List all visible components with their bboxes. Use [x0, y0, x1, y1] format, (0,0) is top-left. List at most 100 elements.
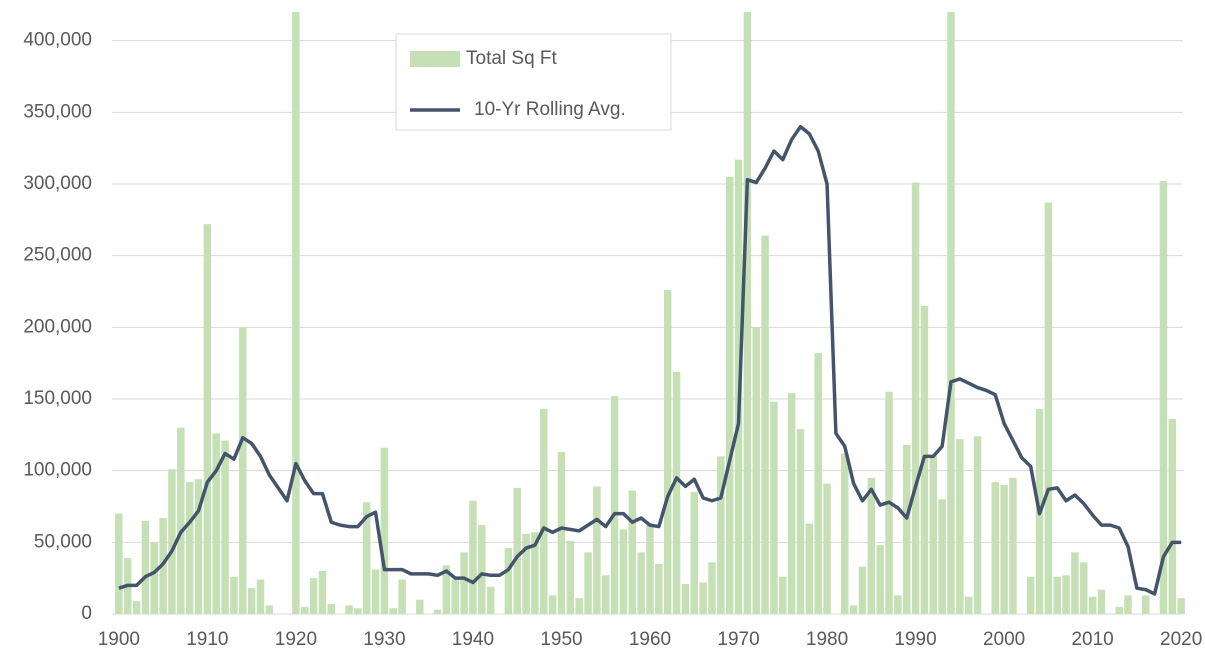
bar [371, 569, 380, 614]
bar [327, 603, 336, 614]
bar [584, 552, 592, 614]
bar [168, 469, 176, 614]
bar [637, 552, 645, 614]
x-tick-label: 1950 [540, 629, 582, 650]
bar [787, 393, 796, 614]
bar [1115, 606, 1123, 614]
bar [1000, 485, 1008, 614]
bar [221, 440, 229, 614]
bar [655, 563, 663, 614]
bar [858, 566, 867, 614]
bar [1088, 596, 1097, 614]
y-tick-label: 0 [81, 603, 92, 624]
bar [690, 492, 698, 614]
bar [513, 487, 521, 614]
bar [956, 439, 964, 614]
bar [345, 605, 353, 614]
bar [239, 327, 247, 614]
bar [1026, 576, 1035, 614]
bar [433, 609, 442, 614]
bar [486, 586, 495, 614]
bar [469, 500, 477, 614]
bar [398, 579, 406, 614]
bar [212, 433, 220, 614]
x-tick-label: 1910 [186, 629, 228, 650]
bar [150, 542, 158, 614]
bar [1142, 595, 1150, 614]
bar [1168, 419, 1177, 614]
bar [947, 12, 955, 614]
bar [540, 409, 548, 614]
bar [602, 575, 610, 614]
bar [672, 371, 681, 614]
bar [743, 12, 752, 614]
bar [354, 608, 362, 614]
bar [867, 477, 876, 614]
lines [118, 124, 1182, 596]
bar [681, 583, 690, 614]
bar [194, 479, 203, 614]
bar [593, 486, 601, 614]
bar [548, 595, 557, 614]
bar [115, 513, 123, 614]
x-tick-label: 2020 [1160, 629, 1202, 650]
bar [964, 596, 973, 614]
bar [779, 576, 787, 614]
bar [522, 533, 530, 614]
bar [699, 582, 707, 614]
x-tick-label: 1970 [717, 629, 759, 650]
y-tick-label: 150,000 [23, 388, 92, 409]
y-tick-label: 200,000 [23, 316, 92, 337]
bar [1062, 575, 1070, 614]
bar [663, 290, 672, 614]
bar [1177, 598, 1185, 614]
bar [203, 224, 212, 614]
bar [478, 525, 486, 614]
bar [752, 327, 760, 614]
bar [725, 176, 734, 615]
bar [566, 540, 575, 614]
bar [141, 520, 150, 614]
bar [929, 456, 937, 614]
x-tick-label: 2010 [1071, 629, 1113, 650]
bar [805, 523, 814, 614]
bar [309, 578, 318, 614]
bar [185, 482, 194, 614]
bar [247, 588, 256, 614]
bar [265, 605, 274, 614]
bar [610, 396, 619, 614]
legend-label: 10-Yr Rolling Avg. [474, 99, 626, 120]
legend-swatch [410, 51, 460, 67]
bar [717, 456, 725, 614]
bar [1080, 562, 1088, 614]
bar [1097, 589, 1106, 614]
bar [814, 353, 822, 614]
bar [973, 436, 982, 614]
x-tick-label: 1900 [98, 629, 140, 650]
bar [416, 599, 424, 614]
bar [849, 605, 858, 614]
bar [230, 576, 238, 614]
bar [177, 427, 185, 614]
x-tick-label: 1940 [452, 629, 494, 650]
y-tick-label: 300,000 [23, 173, 92, 194]
bar [841, 453, 849, 614]
x-tick-label: 1980 [806, 629, 848, 650]
bar [301, 606, 309, 614]
y-tick-label: 100,000 [23, 460, 92, 481]
x-tick-label: 1990 [894, 629, 936, 650]
bar [318, 571, 327, 614]
bar [292, 12, 300, 614]
bar [460, 552, 468, 614]
bar [504, 548, 513, 614]
bar [708, 562, 716, 614]
y-tick-label: 250,000 [23, 245, 92, 266]
bar [256, 579, 265, 614]
bar [1009, 477, 1017, 614]
bar [1053, 576, 1061, 614]
bar [911, 182, 920, 615]
bar [132, 601, 141, 614]
labels: 0 50,000 100,000 150,000 200,000 250,000 300,0… [23, 30, 1202, 650]
bar [938, 499, 946, 614]
bar [770, 401, 778, 614]
